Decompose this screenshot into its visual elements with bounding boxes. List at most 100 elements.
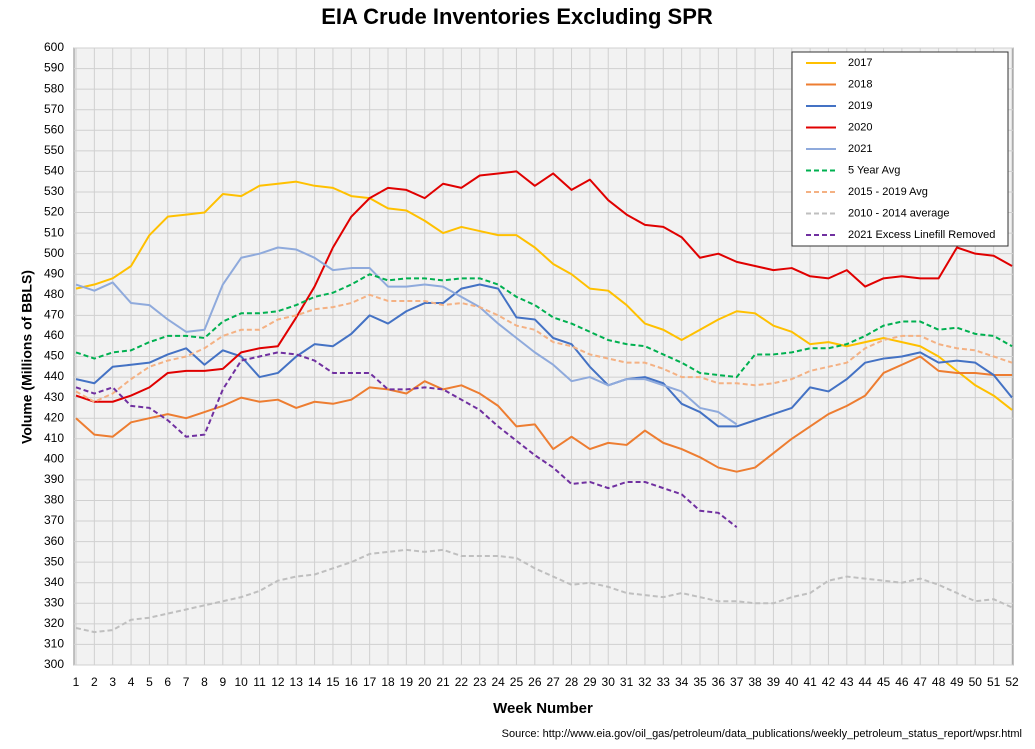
y-tick-label: 320 [44,616,64,630]
x-tick-label: 2 [91,675,98,689]
chart-title: EIA Crude Inventories Excluding SPR [321,4,713,29]
x-tick-label: 35 [693,675,707,689]
y-tick-label: 600 [44,40,64,54]
legend-label: 2021 Excess Linefill Removed [848,229,995,241]
y-tick-label: 590 [44,61,64,75]
x-tick-label: 48 [932,675,946,689]
x-tick-label: 29 [583,675,597,689]
legend: 2017 2018 2019 2020 2021 5 Year Avg 2015 - 201… [806,57,995,241]
x-tick-label: 7 [183,675,190,689]
y-tick-label: 340 [44,575,64,589]
x-tick-label: 4 [128,675,135,689]
x-tick-label: 36 [712,675,726,689]
y-axis-label: Volume (Millions of BBLS) [19,270,35,444]
legend-label: 2010 - 2014 average [848,207,950,219]
y-tick-label: 380 [44,493,64,507]
x-tick-label: 14 [308,675,322,689]
y-tick-label: 400 [44,452,64,466]
y-tick-label: 420 [44,410,64,424]
x-tick-label: 28 [565,675,579,689]
x-tick-label: 12 [271,675,285,689]
y-tick-label: 510 [44,225,64,239]
x-tick-label: 49 [950,675,964,689]
y-tick-label: 530 [44,184,64,198]
y-tick-label: 300 [44,657,64,671]
y-tick-label: 310 [44,637,64,651]
x-tick-label: 26 [528,675,542,689]
x-tick-label: 42 [822,675,836,689]
legend-label: 2019 [848,100,872,112]
y-tick-label: 440 [44,369,64,383]
x-tick-label: 23 [473,675,487,689]
legend-label: 2015 - 2019 Avg [848,186,928,198]
y-tick-label: 370 [44,513,64,527]
x-tick-label: 30 [602,675,616,689]
x-tick-label: 40 [785,675,799,689]
x-tick-label: 22 [455,675,469,689]
series-line [75,283,1013,428]
x-tick-label: 47 [914,675,928,689]
x-tick-label: 25 [510,675,524,689]
x-tick-label: 13 [290,675,304,689]
lines [75,170,1013,634]
x-tick-label: 46 [895,675,909,689]
y-tick-label: 460 [44,328,64,342]
x-tick-label: 39 [767,675,781,689]
x-tick-label: 8 [201,675,208,689]
series-line [75,548,1013,634]
y-tick-label: 450 [44,349,64,363]
x-tick-label: 16 [345,675,359,689]
x-tick-label: 50 [969,675,983,689]
x-tick-label: 52 [1005,675,1019,689]
series-line [75,180,1013,411]
y-tick-label: 490 [44,266,64,280]
x-tick-label: 21 [436,675,450,689]
legend-label: 5 Year Avg [848,164,900,176]
y-tick-label: 430 [44,390,64,404]
series-line [75,355,1012,473]
legend-label: 2018 [848,78,872,90]
y-tick-label: 330 [44,595,64,609]
x-tick-label: 33 [657,675,671,689]
series-line [75,293,1013,403]
x-tick-label: 41 [803,675,817,689]
x-tick-label: 3 [109,675,116,689]
series-line [75,170,1013,403]
x-tick-label: 44 [858,675,872,689]
x-tick-label: 38 [748,675,762,689]
x-tick-label: 43 [840,675,854,689]
y-tick-label: 350 [44,554,64,568]
x-tick-label: 6 [164,675,171,689]
legend-label: 2017 [848,57,872,69]
y-tick-label: 390 [44,472,64,486]
x-tick-label: 18 [381,675,395,689]
x-tick-label: 45 [877,675,891,689]
y-tick-label: 470 [44,308,64,322]
x-tick-label: 19 [400,675,414,689]
y-tick-label: 360 [44,534,64,548]
x-tick-label: 37 [730,675,744,689]
series-line [75,273,1013,379]
x-tick-label: 24 [491,675,505,689]
y-tick-label: 540 [44,164,64,178]
y-tick-label: 570 [44,102,64,116]
legend-label: 2020 [848,121,872,133]
series-line [75,351,738,528]
x-tick-label: 27 [546,675,560,689]
y-tick-label: 520 [44,205,64,219]
y-tick-label: 580 [44,81,64,95]
x-tick-label: 1 [73,675,80,689]
x-tick-label: 17 [363,675,377,689]
x-tick-label: 20 [418,675,432,689]
source-note: Source: http://www.eia.gov/oil_gas/petro… [502,728,1022,740]
y-tick-label: 560 [44,122,64,136]
x-tick-label: 5 [146,675,153,689]
y-tick-label: 550 [44,143,64,157]
x-tick-label: 9 [219,675,226,689]
legend-label: 2021 [848,143,872,155]
x-tick-label: 34 [675,675,689,689]
x-tick-label: 11 [253,675,266,689]
x-tick-label: 51 [987,675,1001,689]
x-tick-label: 10 [234,675,248,689]
